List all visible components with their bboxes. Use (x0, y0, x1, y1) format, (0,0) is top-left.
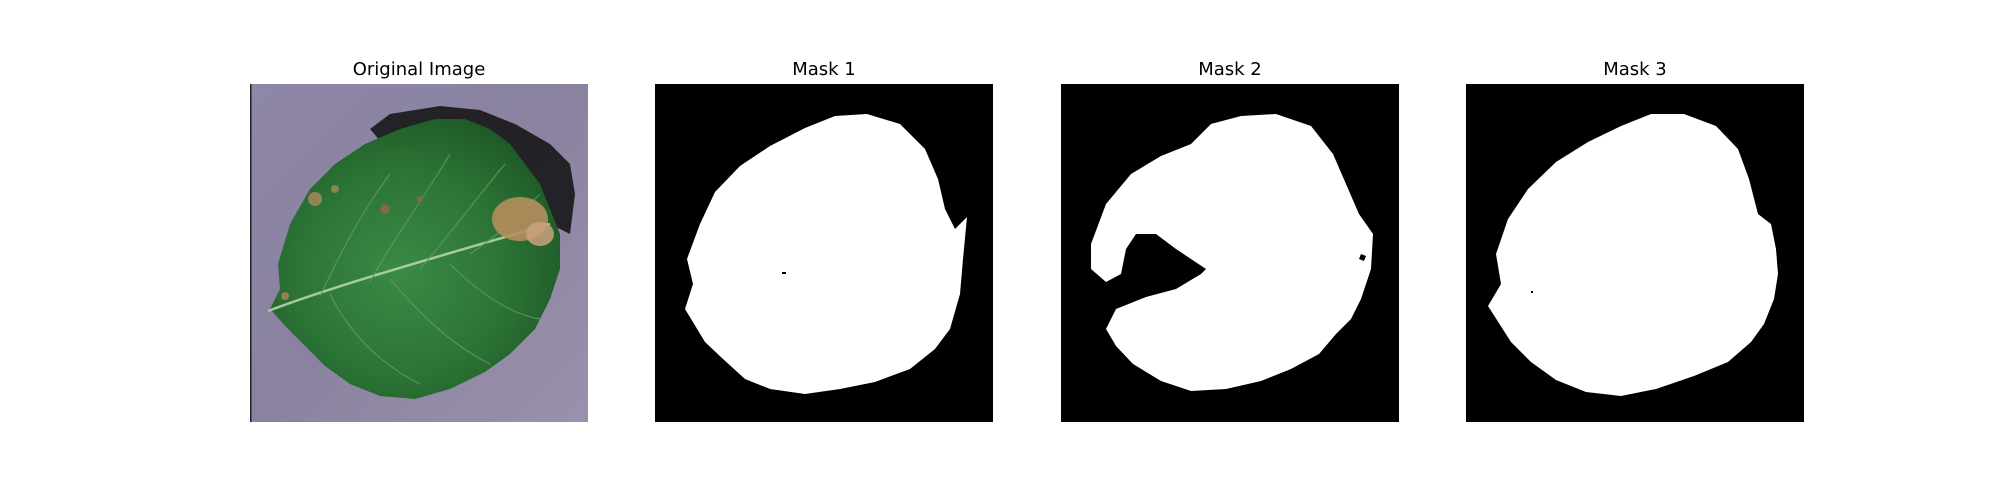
mask-3-image (1466, 84, 1804, 422)
mask-1-leaf-region (685, 114, 967, 394)
leaf-body (270, 119, 560, 399)
lesion-small-2 (331, 185, 339, 193)
mask-2-leaf-region (1091, 114, 1373, 391)
lesion-edge (526, 222, 554, 246)
mask-1-svg (655, 84, 993, 422)
panel-title-original: Original Image (352, 59, 486, 80)
panel-title-mask-1: Mask 1 (792, 59, 856, 80)
lesion-small-1 (308, 192, 322, 206)
lesion-small-3 (380, 204, 390, 214)
panel-title-mask-3: Mask 3 (1603, 59, 1667, 80)
lesion-small-4 (417, 196, 423, 202)
mask-1-image (655, 84, 993, 422)
leaf-photo (250, 84, 588, 422)
lesion-small-5 (281, 292, 289, 300)
mask-3-leaf-region (1488, 114, 1778, 396)
mask-1-hole (782, 272, 786, 274)
mask-2-image (1061, 84, 1399, 422)
mask-2-hole (1359, 254, 1366, 261)
image-left-edge (250, 84, 252, 422)
panel-title-mask-2: Mask 2 (1198, 59, 1262, 80)
mask-3-svg (1466, 84, 1804, 422)
original-leaf-image (250, 84, 588, 422)
mask-3-hole (1531, 291, 1533, 293)
mask-2-svg (1061, 84, 1399, 422)
